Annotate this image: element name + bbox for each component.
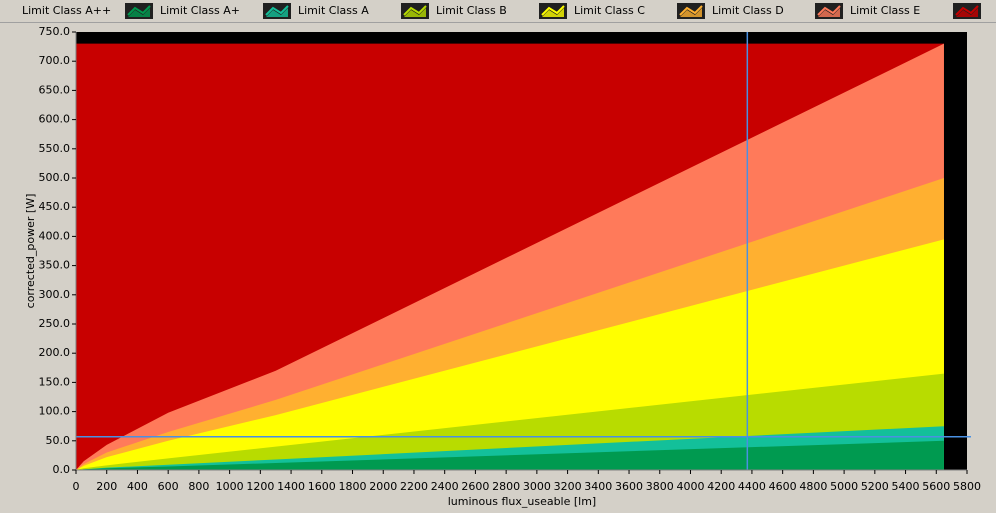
legend-icon xyxy=(679,5,703,16)
x-tick-label: 5600 xyxy=(922,480,950,493)
x-tick-label: 2400 xyxy=(431,480,459,493)
legend-icon-fill xyxy=(542,8,564,17)
y-tick-label: 450.0 xyxy=(39,200,71,213)
x-tick-label: 1000 xyxy=(216,480,244,493)
x-tick-label: 600 xyxy=(158,480,179,493)
legend-icon xyxy=(541,5,565,16)
y-tick-label: 550.0 xyxy=(39,142,71,155)
x-tick-label: 4800 xyxy=(799,480,827,493)
legend-label: Limit Class A+ xyxy=(160,4,240,17)
y-tick-label: 50.0 xyxy=(46,434,71,447)
x-tick-label: 3400 xyxy=(584,480,612,493)
x-tick-label: 4400 xyxy=(738,480,766,493)
legend-label: Limit Class A xyxy=(298,4,369,17)
legend-icon-fill xyxy=(404,8,426,17)
legend-label: Limit Class D xyxy=(712,4,784,17)
legend-icon-fill xyxy=(956,8,978,17)
y-tick-label: 500.0 xyxy=(39,171,71,184)
y-tick-label: 750.0 xyxy=(39,25,71,38)
x-tick-label: 3600 xyxy=(615,480,643,493)
x-tick-label: 2000 xyxy=(369,480,397,493)
y-tick-label: 650.0 xyxy=(39,83,71,96)
y-tick-label: 0.0 xyxy=(53,463,71,476)
legend-icon xyxy=(265,5,289,16)
y-tick-label: 300.0 xyxy=(39,288,71,301)
x-tick-label: 1400 xyxy=(277,480,305,493)
x-tick-label: 2200 xyxy=(400,480,428,493)
x-tick-label: 4000 xyxy=(676,480,704,493)
y-tick-label: 100.0 xyxy=(39,405,71,418)
x-tick-label: 1600 xyxy=(308,480,336,493)
y-tick-label: 150.0 xyxy=(39,375,71,388)
x-tick-label: 400 xyxy=(127,480,148,493)
legend-icon xyxy=(127,5,151,16)
legend-bar xyxy=(0,0,996,22)
x-tick-label: 5800 xyxy=(953,480,981,493)
x-tick-label: 1800 xyxy=(339,480,367,493)
x-tick-label: 4600 xyxy=(769,480,797,493)
legend-icon-fill xyxy=(128,8,150,17)
x-tick-label: 1200 xyxy=(246,480,274,493)
x-tick-label: 5400 xyxy=(892,480,920,493)
x-tick-label: 3000 xyxy=(523,480,551,493)
legend-label: Limit Class E xyxy=(850,4,920,17)
legend-icon-fill xyxy=(818,8,840,17)
y-tick-label: 700.0 xyxy=(39,54,71,67)
legend-icon xyxy=(817,5,841,16)
x-tick-label: 2600 xyxy=(461,480,489,493)
x-axis-label: luminous flux_useable [lm] xyxy=(448,495,596,508)
x-tick-label: 3200 xyxy=(554,480,582,493)
legend-icon-fill xyxy=(680,8,702,17)
area xyxy=(76,440,944,470)
legend-label: Limit Class A++ xyxy=(22,4,111,17)
legend-icon-fill xyxy=(266,8,288,17)
x-tick-label: 800 xyxy=(188,480,209,493)
x-tick-label: 200 xyxy=(96,480,117,493)
x-tick-label: 5200 xyxy=(861,480,889,493)
x-tick-label: 5000 xyxy=(830,480,858,493)
y-tick-label: 250.0 xyxy=(39,317,71,330)
x-tick-label: 0 xyxy=(73,480,80,493)
y-tick-label: 600.0 xyxy=(39,113,71,126)
x-tick-label: 3800 xyxy=(646,480,674,493)
y-tick-label: 200.0 xyxy=(39,346,71,359)
x-tick-label: 2800 xyxy=(492,480,520,493)
legend-label: Limit Class B xyxy=(436,4,507,17)
legend-icon xyxy=(403,5,427,16)
y-tick-label: 400.0 xyxy=(39,229,71,242)
y-axis-label: corrected_power [W] xyxy=(24,194,37,309)
y-tick-label: 350.0 xyxy=(39,259,71,272)
x-tick-label: 4200 xyxy=(707,480,735,493)
legend-icon xyxy=(955,5,979,16)
legend-label: Limit Class C xyxy=(574,4,645,17)
